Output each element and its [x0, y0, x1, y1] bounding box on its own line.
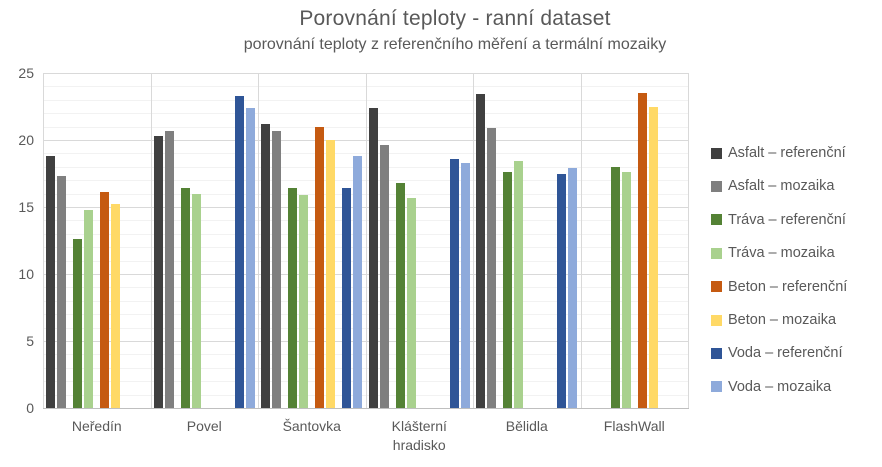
legend-label: Voda – referenční — [728, 345, 843, 362]
x-axis-category-label: Neředín — [71, 418, 122, 434]
y-axis-tick-label: 0 — [26, 400, 34, 416]
bar — [557, 173, 567, 408]
x-axis-category-label: Bělidla — [505, 418, 548, 434]
bar — [460, 162, 470, 408]
x-axis-category-label: Klášterní hradisko — [391, 418, 447, 453]
legend-item: Voda – mozaika — [711, 378, 831, 396]
category-boundary-line — [365, 73, 367, 408]
legend-item: Beton – mozaika — [711, 311, 836, 329]
bar — [476, 94, 486, 408]
bar — [164, 130, 174, 408]
bar — [84, 209, 94, 408]
value-axis-line — [43, 73, 44, 408]
legend-label: Beton – referenční — [728, 278, 848, 295]
legend-label: Voda – mozaika — [728, 378, 832, 395]
bar — [610, 166, 620, 408]
bar — [261, 123, 271, 408]
x-axis-category-label: Šantovka — [282, 418, 341, 434]
bar — [648, 106, 658, 408]
bar — [568, 168, 578, 408]
legend-label: Tráva – mozaika — [728, 245, 835, 262]
bar — [73, 239, 83, 408]
y-axis-tick-label: 20 — [18, 132, 34, 148]
bar — [100, 192, 110, 408]
legend-label: Beton – mozaika — [728, 312, 837, 328]
y-axis-tick-label: 5 — [26, 333, 34, 349]
bar — [637, 93, 647, 408]
bar — [503, 172, 513, 408]
x-axis-category-label: Povel — [186, 418, 222, 434]
category-boundary-line — [580, 73, 582, 408]
bar — [406, 197, 416, 408]
bar — [57, 176, 67, 408]
bar — [180, 188, 190, 408]
bar — [395, 182, 405, 408]
bar — [315, 126, 325, 408]
category-boundary-line — [688, 73, 689, 408]
legend-item: Voda – referenční — [711, 344, 842, 362]
y-axis-tick-label: 15 — [18, 199, 34, 215]
chart-title: Porovnání teploty - ranní dataset — [299, 7, 611, 30]
x-axis-category-label: FlashWall — [603, 418, 665, 434]
legend-swatch — [711, 180, 722, 192]
legend-label: Asfalt – referenční — [728, 145, 846, 161]
bar — [234, 95, 244, 408]
bar — [272, 130, 282, 408]
legend-label: Asfalt – mozaika — [728, 178, 835, 195]
legend-label: Tráva – referenční — [728, 211, 846, 228]
bar — [288, 188, 298, 408]
bar — [368, 107, 378, 408]
legend-swatch — [711, 314, 722, 326]
bar — [299, 194, 309, 408]
bar — [342, 188, 352, 408]
y-axis-tick-label: 25 — [18, 65, 34, 81]
bar — [153, 135, 163, 408]
bar — [245, 107, 255, 408]
legend-item: Tráva – referenční — [711, 211, 846, 229]
bar — [191, 193, 201, 408]
category-boundary-line — [150, 73, 152, 408]
category-boundary-line — [258, 73, 259, 408]
legend-swatch — [711, 247, 722, 259]
category-axis-line — [43, 408, 689, 409]
bar — [487, 127, 497, 408]
bar — [379, 145, 389, 408]
bar — [353, 156, 363, 408]
legend-item: Asfalt – mozaika — [711, 177, 834, 195]
legend-item: Beton – referenční — [711, 278, 847, 296]
legend-swatch — [711, 147, 722, 159]
legend-swatch — [711, 214, 722, 226]
legend-swatch — [711, 281, 722, 293]
bar — [621, 172, 631, 408]
bar — [514, 161, 524, 408]
legend-swatch — [711, 381, 722, 393]
bar — [111, 204, 121, 408]
y-axis-tick-label: 10 — [18, 266, 34, 282]
legend-item: Asfalt – referenční — [711, 144, 846, 162]
legend-swatch — [711, 347, 722, 359]
bar — [326, 140, 336, 408]
legend-item: Tráva – mozaika — [711, 244, 835, 262]
bar — [46, 156, 56, 408]
chart-subtitle: porovnání teploty z referenčního měření … — [243, 36, 667, 53]
category-boundary-line — [473, 73, 474, 408]
bar — [449, 158, 459, 408]
